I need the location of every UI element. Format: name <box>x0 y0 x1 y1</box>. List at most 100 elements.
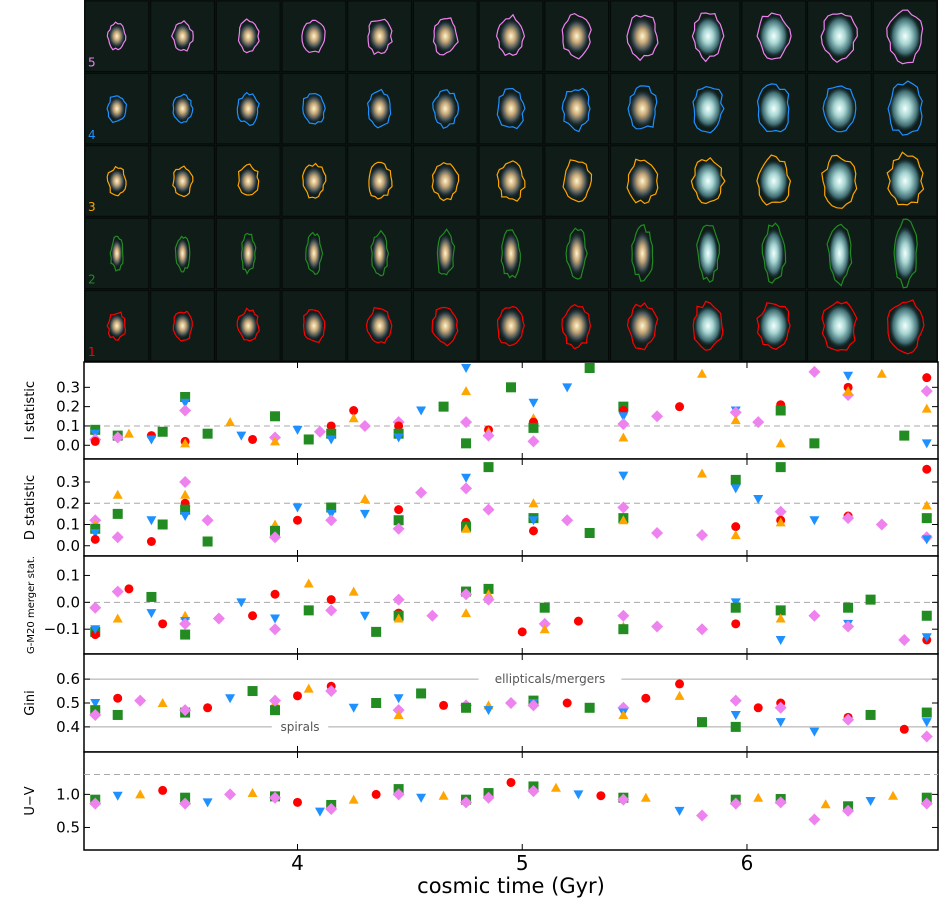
galaxy-stamp <box>215 0 281 72</box>
y-tick-label: 0.3 <box>56 473 80 491</box>
y-tick-label: 1.0 <box>56 785 80 803</box>
panel-2: 0.0 0.1 0.2 0.3 D statistic <box>23 458 939 557</box>
data-point-triangle-down <box>270 614 281 624</box>
data-point-square <box>730 721 741 732</box>
segmentation-contour <box>886 299 925 355</box>
data-point-square <box>921 707 932 718</box>
galaxy-body <box>498 90 524 127</box>
reference-label-background <box>271 718 329 734</box>
segmentation-contour <box>756 83 790 133</box>
data-point-diamond <box>527 699 540 712</box>
data-point-diamond <box>415 486 428 499</box>
data-point-triangle-down <box>416 793 427 803</box>
data-point-diamond <box>774 701 787 714</box>
panel-frame <box>83 361 939 460</box>
data-point-diamond <box>651 620 664 633</box>
data-point-square <box>270 411 281 422</box>
data-point-diamond <box>460 588 473 601</box>
data-point-diamond <box>774 796 787 809</box>
data-point-triangle-down <box>921 535 932 545</box>
galaxy-body <box>567 230 586 276</box>
galaxy-stamp <box>412 145 478 217</box>
data-point-square <box>461 702 472 713</box>
x-tick-label: 6 <box>741 851 754 875</box>
panel-1: 0.00.10.2 0.3 I statistic <box>23 361 939 460</box>
data-point-diamond <box>269 531 282 544</box>
segmentation-contour <box>692 300 724 351</box>
galaxy-stamp <box>544 290 610 362</box>
data-point-triangle-up <box>247 788 258 798</box>
data-point-circle <box>293 797 302 807</box>
data-point-triangle-up <box>270 436 281 446</box>
y-tick-label: 0.1 <box>56 566 80 584</box>
segmentation-contour <box>886 151 925 206</box>
data-point-square <box>921 610 932 621</box>
data-point-circle <box>394 421 404 431</box>
galaxy-stamp <box>84 145 150 217</box>
x-axis: 4 5 6 <box>291 851 753 875</box>
data-point-square <box>584 702 595 713</box>
data-point-circle <box>753 703 763 713</box>
data-point-diamond <box>460 796 473 809</box>
galaxy-stamp <box>347 145 412 217</box>
galaxy-body <box>108 23 126 49</box>
data-point-diamond <box>651 527 664 539</box>
data-point-diamond <box>617 793 630 806</box>
data-point-square <box>618 624 629 635</box>
data-point-triangle-down <box>528 398 539 408</box>
data-point-circle <box>293 691 302 701</box>
data-point-diamond <box>89 708 102 721</box>
segmentation-contour <box>756 302 791 350</box>
galaxy-stamp <box>281 217 347 290</box>
segmentation-contour <box>172 93 194 124</box>
data-point-circle <box>113 693 123 703</box>
data-point-square <box>865 594 876 605</box>
data-point-triangle-up <box>753 792 764 802</box>
y-tick-label: 0.0 <box>56 436 80 454</box>
panel-3: −0.1 0.0 0.1 G-M20 merger stat. <box>26 555 939 655</box>
data-point-circle <box>506 777 516 787</box>
galaxy-stamp <box>215 217 281 290</box>
data-point-diamond <box>482 791 495 804</box>
data-point-triangle-down <box>292 503 303 513</box>
segmentation-contour <box>626 302 659 351</box>
galaxy-body <box>823 303 856 349</box>
segmentation-contour <box>305 231 324 276</box>
data-point-square <box>202 536 213 547</box>
data-point-circle <box>439 700 449 710</box>
y-tick-label: 0.0 <box>56 537 80 555</box>
galaxy-stamp <box>872 290 938 362</box>
data-point-triangle-up <box>876 368 887 378</box>
data-point-circle <box>922 373 932 383</box>
galaxy-body <box>632 229 653 278</box>
data-point-diamond <box>89 797 102 810</box>
data-point-circle <box>146 537 156 546</box>
galaxy-body <box>176 237 190 270</box>
data-point-diamond <box>392 593 405 606</box>
segmentation-contour <box>761 222 787 284</box>
data-point-diamond <box>179 617 192 630</box>
data-point-diamond <box>808 813 821 826</box>
y-tick-label: 0.5 <box>56 694 80 712</box>
segmentation-contour <box>821 300 858 352</box>
galaxy-body <box>108 96 126 121</box>
data-point-circle <box>248 611 258 621</box>
data-point-circle <box>371 789 381 799</box>
galaxy-stamp <box>412 72 478 145</box>
segmentation-contour <box>821 154 858 209</box>
segmentation-contour <box>631 224 654 282</box>
segmentation-contour <box>696 224 720 283</box>
data-point-square <box>371 698 382 708</box>
data-point-triangle-up <box>775 438 786 448</box>
data-point-square <box>270 705 281 716</box>
segmentation-contour <box>496 87 526 130</box>
galaxy-stamp <box>84 72 150 145</box>
galaxy-body <box>563 17 590 55</box>
row-label: 4 <box>88 128 96 142</box>
segmentation-contour <box>367 18 393 56</box>
segmentation-contour <box>172 165 194 198</box>
y-tick-label: 0.1 <box>56 516 80 534</box>
galaxy-stamp <box>150 290 215 362</box>
data-point-circle <box>270 589 280 599</box>
data-point-diamond <box>179 404 192 417</box>
